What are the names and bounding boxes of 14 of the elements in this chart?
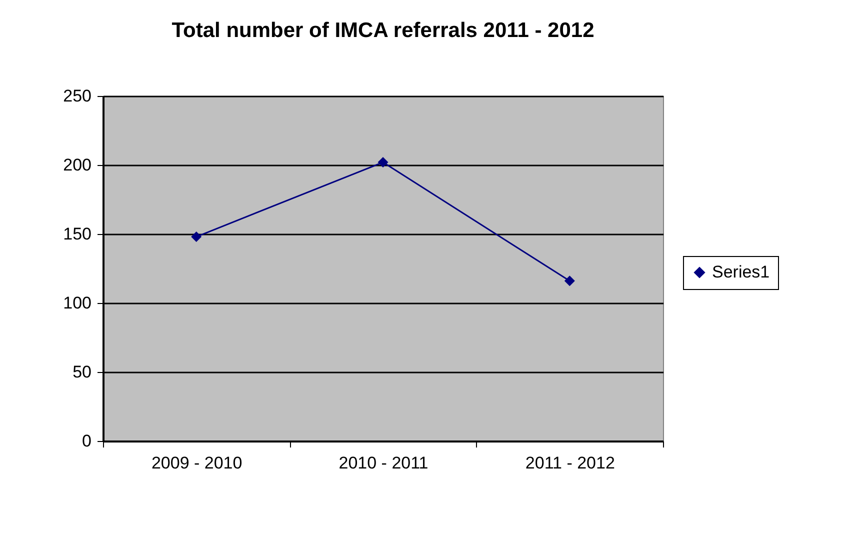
x-tick-label: 2011 - 2012 bbox=[525, 454, 615, 472]
x-tick-label: 2009 - 2010 bbox=[151, 454, 242, 472]
y-tick-label: 100 bbox=[63, 294, 92, 312]
legend-label: Series1 bbox=[712, 262, 770, 282]
y-tick-label: 150 bbox=[63, 224, 92, 244]
y-tick-label: 200 bbox=[63, 156, 92, 174]
point bbox=[564, 276, 575, 286]
y-tick-label: 50 bbox=[72, 362, 92, 382]
chart-title: Total number of IMCA referrals 2011 - 2012 bbox=[172, 19, 594, 42]
y-tick-label: 0 bbox=[82, 432, 92, 450]
y-tick-label: 250 bbox=[63, 86, 92, 106]
point bbox=[191, 232, 202, 242]
point bbox=[378, 156, 388, 168]
x-tick-label: 2010 - 2011 bbox=[338, 454, 428, 472]
